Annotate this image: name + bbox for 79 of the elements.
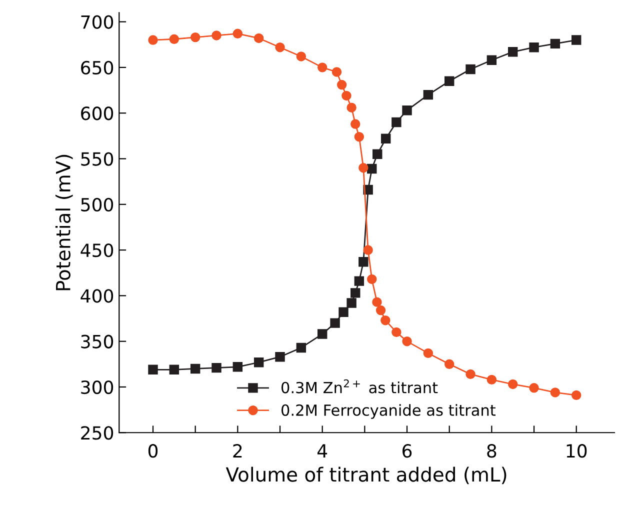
y-tick-label: 300: [81, 380, 114, 394]
point: [372, 297, 382, 307]
x-tick-label: 0: [148, 444, 158, 458]
y-tick-label: 650: [81, 60, 114, 75]
point: [296, 342, 306, 353]
point: [358, 257, 368, 267]
point: [350, 288, 360, 298]
point: [254, 357, 264, 368]
point: [367, 274, 377, 284]
point: [444, 76, 454, 86]
y-tick-label: 250: [81, 426, 114, 440]
point: [190, 364, 200, 374]
point: [330, 318, 340, 328]
point: [550, 38, 560, 49]
x-tick-label: 10: [566, 444, 587, 458]
x-axis-title: Volume of titrant added (mL): [226, 466, 506, 484]
point: [148, 35, 158, 45]
point: [317, 329, 328, 339]
x-tick-label: 4: [317, 444, 328, 458]
point: [550, 388, 560, 398]
point: [169, 364, 180, 374]
point: [466, 369, 476, 380]
point: [354, 276, 364, 286]
y-tick-label: 700: [81, 15, 114, 29]
point: [275, 42, 285, 52]
point: [486, 55, 497, 65]
point: [148, 364, 158, 374]
point: [346, 298, 356, 308]
point: [342, 90, 352, 101]
point: [254, 33, 264, 44]
point: [423, 348, 434, 358]
point: [358, 163, 368, 173]
point: [212, 30, 222, 40]
point: [444, 359, 454, 370]
point: [392, 327, 402, 338]
point: [363, 245, 373, 255]
point: [402, 336, 412, 346]
point: [212, 362, 222, 373]
point: [466, 64, 476, 74]
point: [402, 105, 412, 116]
y-tick-label: 350: [81, 334, 114, 348]
point: [232, 28, 243, 39]
point: [571, 390, 582, 400]
x-tick-label: 6: [402, 444, 412, 458]
legend-label: 0.2M Ferrocyanide as titrant: [282, 404, 496, 419]
point: [486, 374, 497, 385]
point: [354, 132, 364, 142]
point: [350, 119, 360, 129]
legend-label: 0.3M Zn$^{2+}$ as titrant: [282, 379, 438, 394]
point: [376, 305, 386, 316]
point: [392, 117, 402, 128]
point: [508, 47, 518, 57]
x-tick-label: 8: [487, 444, 496, 458]
point: [232, 362, 243, 372]
point: [338, 307, 348, 317]
point: [529, 42, 539, 52]
point: [571, 35, 582, 45]
y-tick-label: 450: [80, 243, 114, 258]
y-axis-title: Potential (mV): [55, 154, 73, 290]
y-tick-label: 400: [80, 289, 114, 303]
point: [423, 90, 434, 100]
point: [275, 352, 285, 362]
y-tick-label: 600: [81, 106, 114, 120]
y-tick-label: 500: [81, 198, 114, 212]
point: [380, 315, 390, 326]
point: [508, 379, 518, 390]
x-tick-label: 2: [233, 444, 242, 458]
point: [332, 67, 342, 77]
point: [529, 383, 539, 393]
point: [372, 149, 382, 160]
y-tick-label: 550: [81, 152, 114, 166]
point: [367, 164, 377, 174]
point: [190, 32, 200, 42]
point: [346, 102, 356, 112]
point: [380, 134, 391, 144]
point: [336, 80, 347, 90]
point: [169, 34, 180, 44]
point: [317, 62, 328, 72]
point: [296, 52, 306, 62]
